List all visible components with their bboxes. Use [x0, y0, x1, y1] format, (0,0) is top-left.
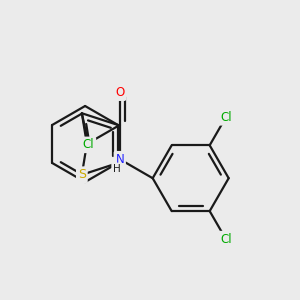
Text: H: H	[113, 164, 121, 174]
Text: Cl: Cl	[83, 138, 94, 152]
Text: Cl: Cl	[220, 232, 232, 246]
Text: Cl: Cl	[220, 111, 232, 124]
Text: N: N	[116, 153, 124, 166]
Text: S: S	[78, 168, 86, 181]
Text: O: O	[115, 86, 124, 99]
